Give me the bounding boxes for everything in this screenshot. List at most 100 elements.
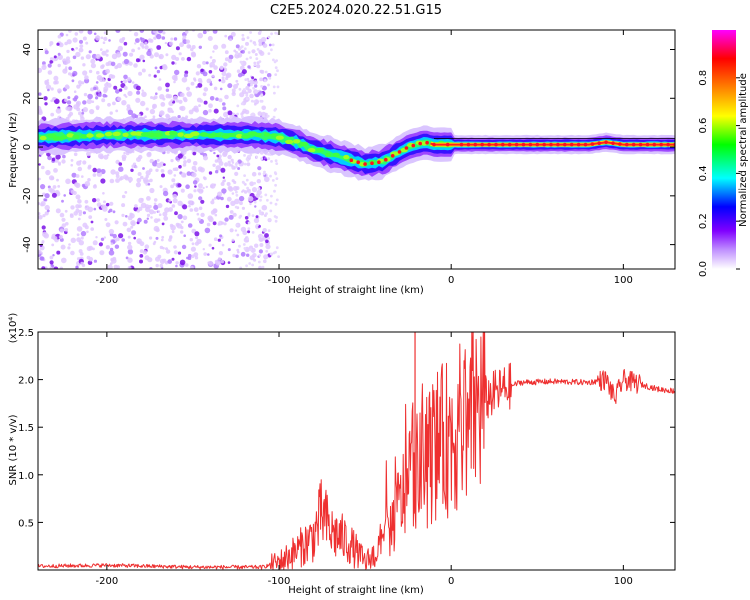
noise-point — [239, 266, 243, 269]
noise-point — [165, 88, 170, 92]
noise-point — [254, 84, 258, 88]
noise-point — [190, 246, 196, 252]
noise-point — [90, 63, 96, 69]
noise-point — [72, 37, 78, 43]
noise-point — [100, 36, 104, 40]
noise-point — [180, 220, 184, 224]
noise-point — [146, 50, 152, 56]
noise-point — [105, 222, 111, 228]
ridge-peak-point — [638, 142, 643, 147]
noise-point — [88, 50, 92, 54]
noise-point — [214, 159, 219, 163]
noise-point — [43, 198, 47, 202]
noise-point — [221, 43, 227, 49]
noise-point — [216, 154, 220, 158]
noise-point — [225, 76, 229, 81]
noise-point — [264, 233, 269, 238]
x-tick-label: -200 — [96, 576, 119, 587]
noise-point — [41, 225, 46, 230]
noise-point — [121, 213, 125, 217]
ridge-peak-point — [411, 143, 416, 148]
noise-point — [208, 109, 212, 113]
noise-point — [58, 234, 64, 240]
noise-point — [189, 238, 193, 242]
ridge-blob — [72, 134, 80, 139]
noise-point — [145, 174, 149, 179]
noise-point — [235, 223, 239, 227]
ridge-blob — [95, 133, 105, 138]
y-tick-label: 0.5 — [18, 518, 34, 529]
noise-point — [206, 78, 212, 84]
noise-point — [198, 45, 202, 49]
noise-point — [153, 240, 157, 244]
noise-point — [157, 254, 162, 259]
y-tick-label: 40 — [22, 43, 33, 56]
noise-point — [258, 38, 263, 44]
noise-point — [59, 266, 63, 269]
noise-point — [269, 174, 272, 178]
noise-point — [196, 63, 202, 69]
ridge-blob — [293, 139, 301, 144]
noise-point — [141, 68, 146, 73]
noise-point — [274, 66, 278, 70]
noise-point — [122, 221, 128, 227]
noise-point — [258, 254, 262, 257]
ridge-peak-point — [507, 142, 512, 147]
noise-point — [43, 96, 48, 101]
noise-point — [131, 48, 136, 53]
noise-point — [172, 167, 177, 171]
noise-point — [88, 69, 93, 74]
noise-point — [164, 41, 168, 45]
noise-point — [114, 244, 120, 249]
noise-point — [239, 60, 243, 64]
noise-point — [76, 226, 83, 232]
noise-point — [44, 193, 50, 199]
noise-point — [217, 238, 221, 242]
noise-point — [225, 204, 230, 209]
noise-point — [253, 43, 257, 46]
noise-point — [148, 73, 152, 77]
noise-point — [275, 177, 279, 181]
noise-point — [251, 231, 255, 234]
noise-point — [82, 160, 87, 165]
noise-point — [196, 238, 202, 245]
noise-point — [230, 31, 236, 37]
noise-point — [152, 115, 156, 119]
noise-point — [248, 262, 252, 265]
noise-point — [274, 31, 278, 35]
noise-point — [249, 31, 253, 34]
noise-point — [51, 157, 56, 162]
noise-point — [127, 257, 133, 263]
ridge-blob — [226, 132, 236, 138]
noise-point — [126, 227, 132, 233]
noise-point — [236, 104, 240, 108]
noise-point — [42, 64, 46, 67]
noise-point — [97, 93, 102, 98]
snr-series-line — [38, 332, 675, 570]
noise-point — [224, 94, 229, 100]
spectrogram-plot-area — [38, 30, 675, 269]
noise-point — [197, 217, 201, 221]
noise-point — [254, 243, 259, 248]
ridge-peak-point — [521, 142, 526, 147]
noise-point — [93, 184, 97, 187]
noise-point — [38, 92, 42, 96]
noise-point — [192, 180, 198, 185]
noise-point — [153, 198, 158, 202]
noise-point — [191, 108, 196, 112]
noise-point — [248, 191, 252, 194]
noise-point — [251, 187, 258, 193]
noise-point — [249, 79, 255, 85]
noise-point — [115, 178, 120, 183]
noise-point — [43, 233, 49, 239]
noise-point — [137, 47, 141, 50]
noise-point — [135, 38, 140, 43]
noise-point — [103, 154, 109, 160]
ridge-peak-point — [501, 142, 505, 147]
noise-point — [59, 212, 65, 218]
noise-point — [215, 165, 222, 171]
noise-point — [172, 193, 178, 199]
noise-point — [93, 86, 97, 91]
noise-point — [202, 92, 207, 97]
noise-point — [155, 92, 158, 95]
